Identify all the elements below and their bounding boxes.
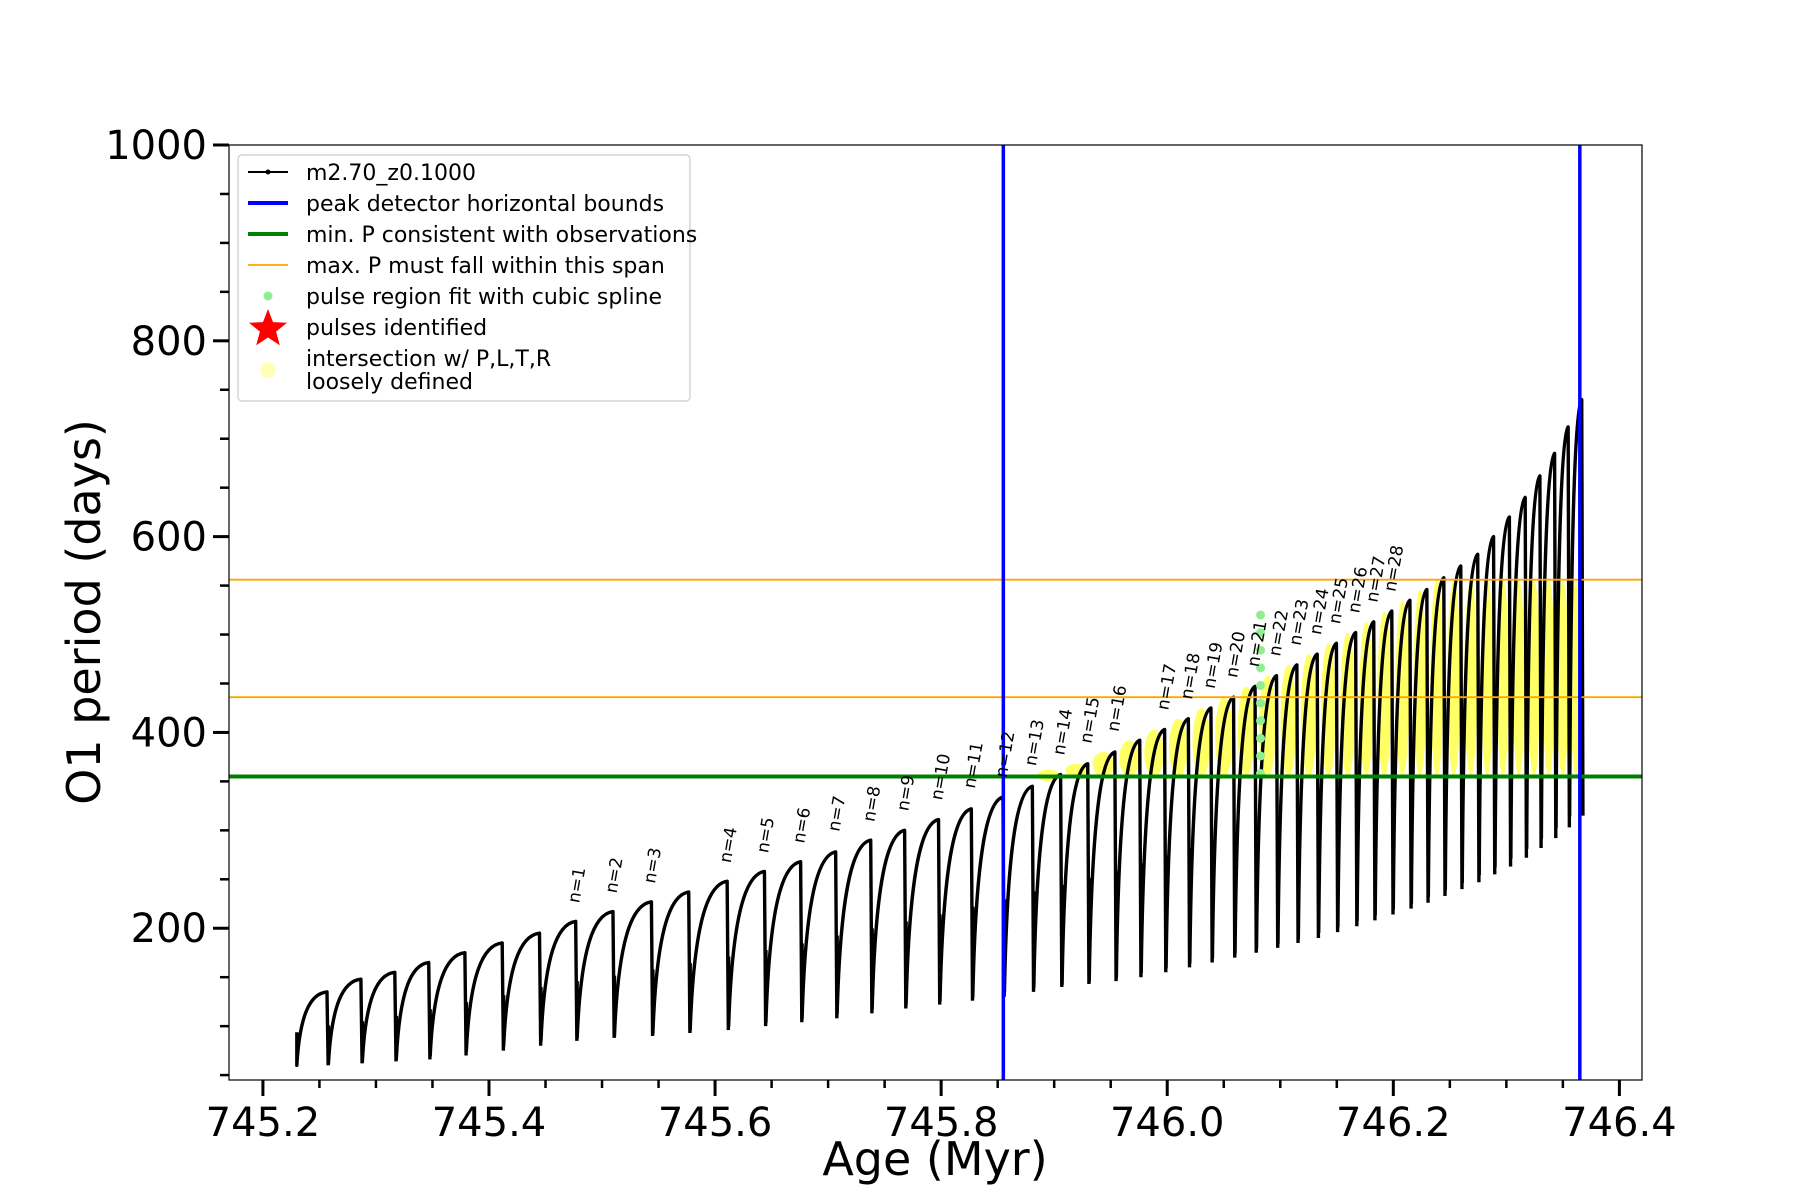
legend-box (237, 154, 691, 402)
pulse-curve (1373, 609, 1395, 917)
legend-label: peak detector horizontal bounds (306, 192, 664, 217)
y-tick-label: 200 (131, 906, 207, 952)
x-axis-ticks: 745.2 745.4 745.6 745.8 746.0 746.2 746.4 (206, 1080, 1677, 1146)
pulse-curve (295, 990, 330, 1068)
x-tick-label: 745.4 (432, 1100, 547, 1146)
legend-swatch-circle (260, 362, 276, 378)
pulse-curve (1139, 727, 1168, 975)
pulse-curve (1355, 620, 1377, 923)
legend-label: intersection w/ P,L,T,R (306, 347, 551, 372)
pulse-curve (1233, 684, 1258, 955)
legend-label: min. P consistent with observations (306, 223, 697, 248)
pulse-curve (1276, 663, 1300, 945)
intersection-region (1542, 579, 1555, 777)
pulse-curve (1336, 630, 1359, 928)
pulse-curve (971, 795, 1006, 999)
pulse-curve (1296, 652, 1321, 940)
pulse-curve (464, 941, 506, 1053)
intersection-region (1377, 611, 1392, 777)
pulse-curve (1087, 750, 1118, 983)
pulse-curve (688, 879, 731, 1032)
pulse-curve (539, 919, 579, 1043)
x-axis-label: Age (Myr) (822, 1132, 1047, 1186)
legend-label: max. P must fall within this span (306, 254, 665, 279)
intersection-region (1413, 589, 1427, 777)
pulse-curve (394, 960, 432, 1062)
pulse-curve (501, 931, 543, 1048)
pulse-curve (612, 900, 655, 1038)
pulse-series (295, 397, 1585, 1068)
pulse-curve (1509, 495, 1529, 860)
y-tick-label: 400 (131, 710, 207, 756)
pulse-curve (1317, 641, 1340, 934)
pulse-curve (326, 977, 364, 1066)
x-tick-label: 745.2 (206, 1100, 321, 1146)
reference-lines-horizontal (229, 578, 1642, 779)
pulse-curve (1554, 425, 1572, 830)
intersection-region (1321, 643, 1336, 777)
y-tick-label: 1000 (105, 123, 207, 169)
pulse-curve (764, 859, 804, 1024)
spline-fit-point (1256, 610, 1266, 620)
pulse-curve (1525, 474, 1543, 850)
y-tick-label: 600 (131, 515, 207, 561)
legend-swatch-marker (265, 169, 271, 175)
intersection-region (1359, 621, 1374, 777)
reference-lines-vertical (1001, 145, 1582, 1080)
legend-swatch-dot (263, 291, 273, 301)
legend-swatch-star (249, 309, 287, 346)
spline-fit-point (1256, 680, 1266, 690)
legend-label: pulses identified (306, 316, 487, 341)
pulse-curve (1426, 576, 1447, 898)
pulse-curve (1391, 598, 1413, 911)
intersection-region (1395, 600, 1410, 777)
pulse-curve (835, 838, 874, 1016)
pulse-curve (1002, 784, 1036, 994)
y-tick-label: 800 (131, 319, 207, 365)
spline-fit-point (1256, 751, 1266, 761)
pulse-curve (1254, 673, 1280, 950)
spline-fit-point (1256, 628, 1266, 638)
pulse-curve (800, 850, 839, 1021)
pulse-curve (1164, 717, 1192, 970)
pulse-curve (1539, 451, 1558, 840)
pulse-curve (360, 970, 398, 1064)
plot-frame (228, 144, 1643, 1081)
x-tick-label: 746.0 (1110, 1100, 1225, 1146)
intersection-region (1556, 579, 1569, 777)
pulse-curve (870, 828, 908, 1011)
x-tick-label: 746.2 (1336, 1100, 1451, 1146)
spline-fit-point (1256, 716, 1266, 726)
spline-fit-point (1256, 698, 1266, 708)
pulse-curve (1060, 762, 1091, 986)
pulse-curve (904, 817, 942, 1007)
spline-fit-point (1256, 733, 1266, 743)
pulse-curve (651, 890, 692, 1035)
pulse-curve (1477, 534, 1497, 877)
y-axis-ticks: 200 400 600 800 1000 (105, 123, 229, 1077)
legend-label: m2.70_z0.1000 (306, 161, 476, 186)
pulse-curve (1210, 695, 1237, 960)
spline-fit-point (1256, 663, 1266, 673)
x-tick-label: 745.6 (658, 1100, 773, 1146)
pulse-curve (575, 909, 616, 1040)
x-tick-label: 746.4 (1562, 1100, 1677, 1146)
intersection-region (1340, 632, 1356, 777)
pulse-curve (1460, 552, 1481, 884)
pulse-curve (1409, 587, 1430, 905)
pulse-curve (1493, 515, 1513, 869)
y-axis-label: O1 period (days) (57, 419, 111, 805)
pulse-curve (938, 807, 975, 1003)
pulse-curve (1114, 738, 1143, 979)
pulse-curve (428, 951, 468, 1058)
pulse-curve (1443, 564, 1464, 891)
x-tick-label: 745.8 (884, 1100, 999, 1146)
legend-label: pulse region fit with cubic spline (306, 285, 662, 310)
spline-fit-point (1256, 645, 1266, 655)
legend-label-line2: loosely defined (306, 370, 473, 395)
pulse-curve (726, 869, 768, 1028)
pulse-curve (1188, 706, 1214, 965)
